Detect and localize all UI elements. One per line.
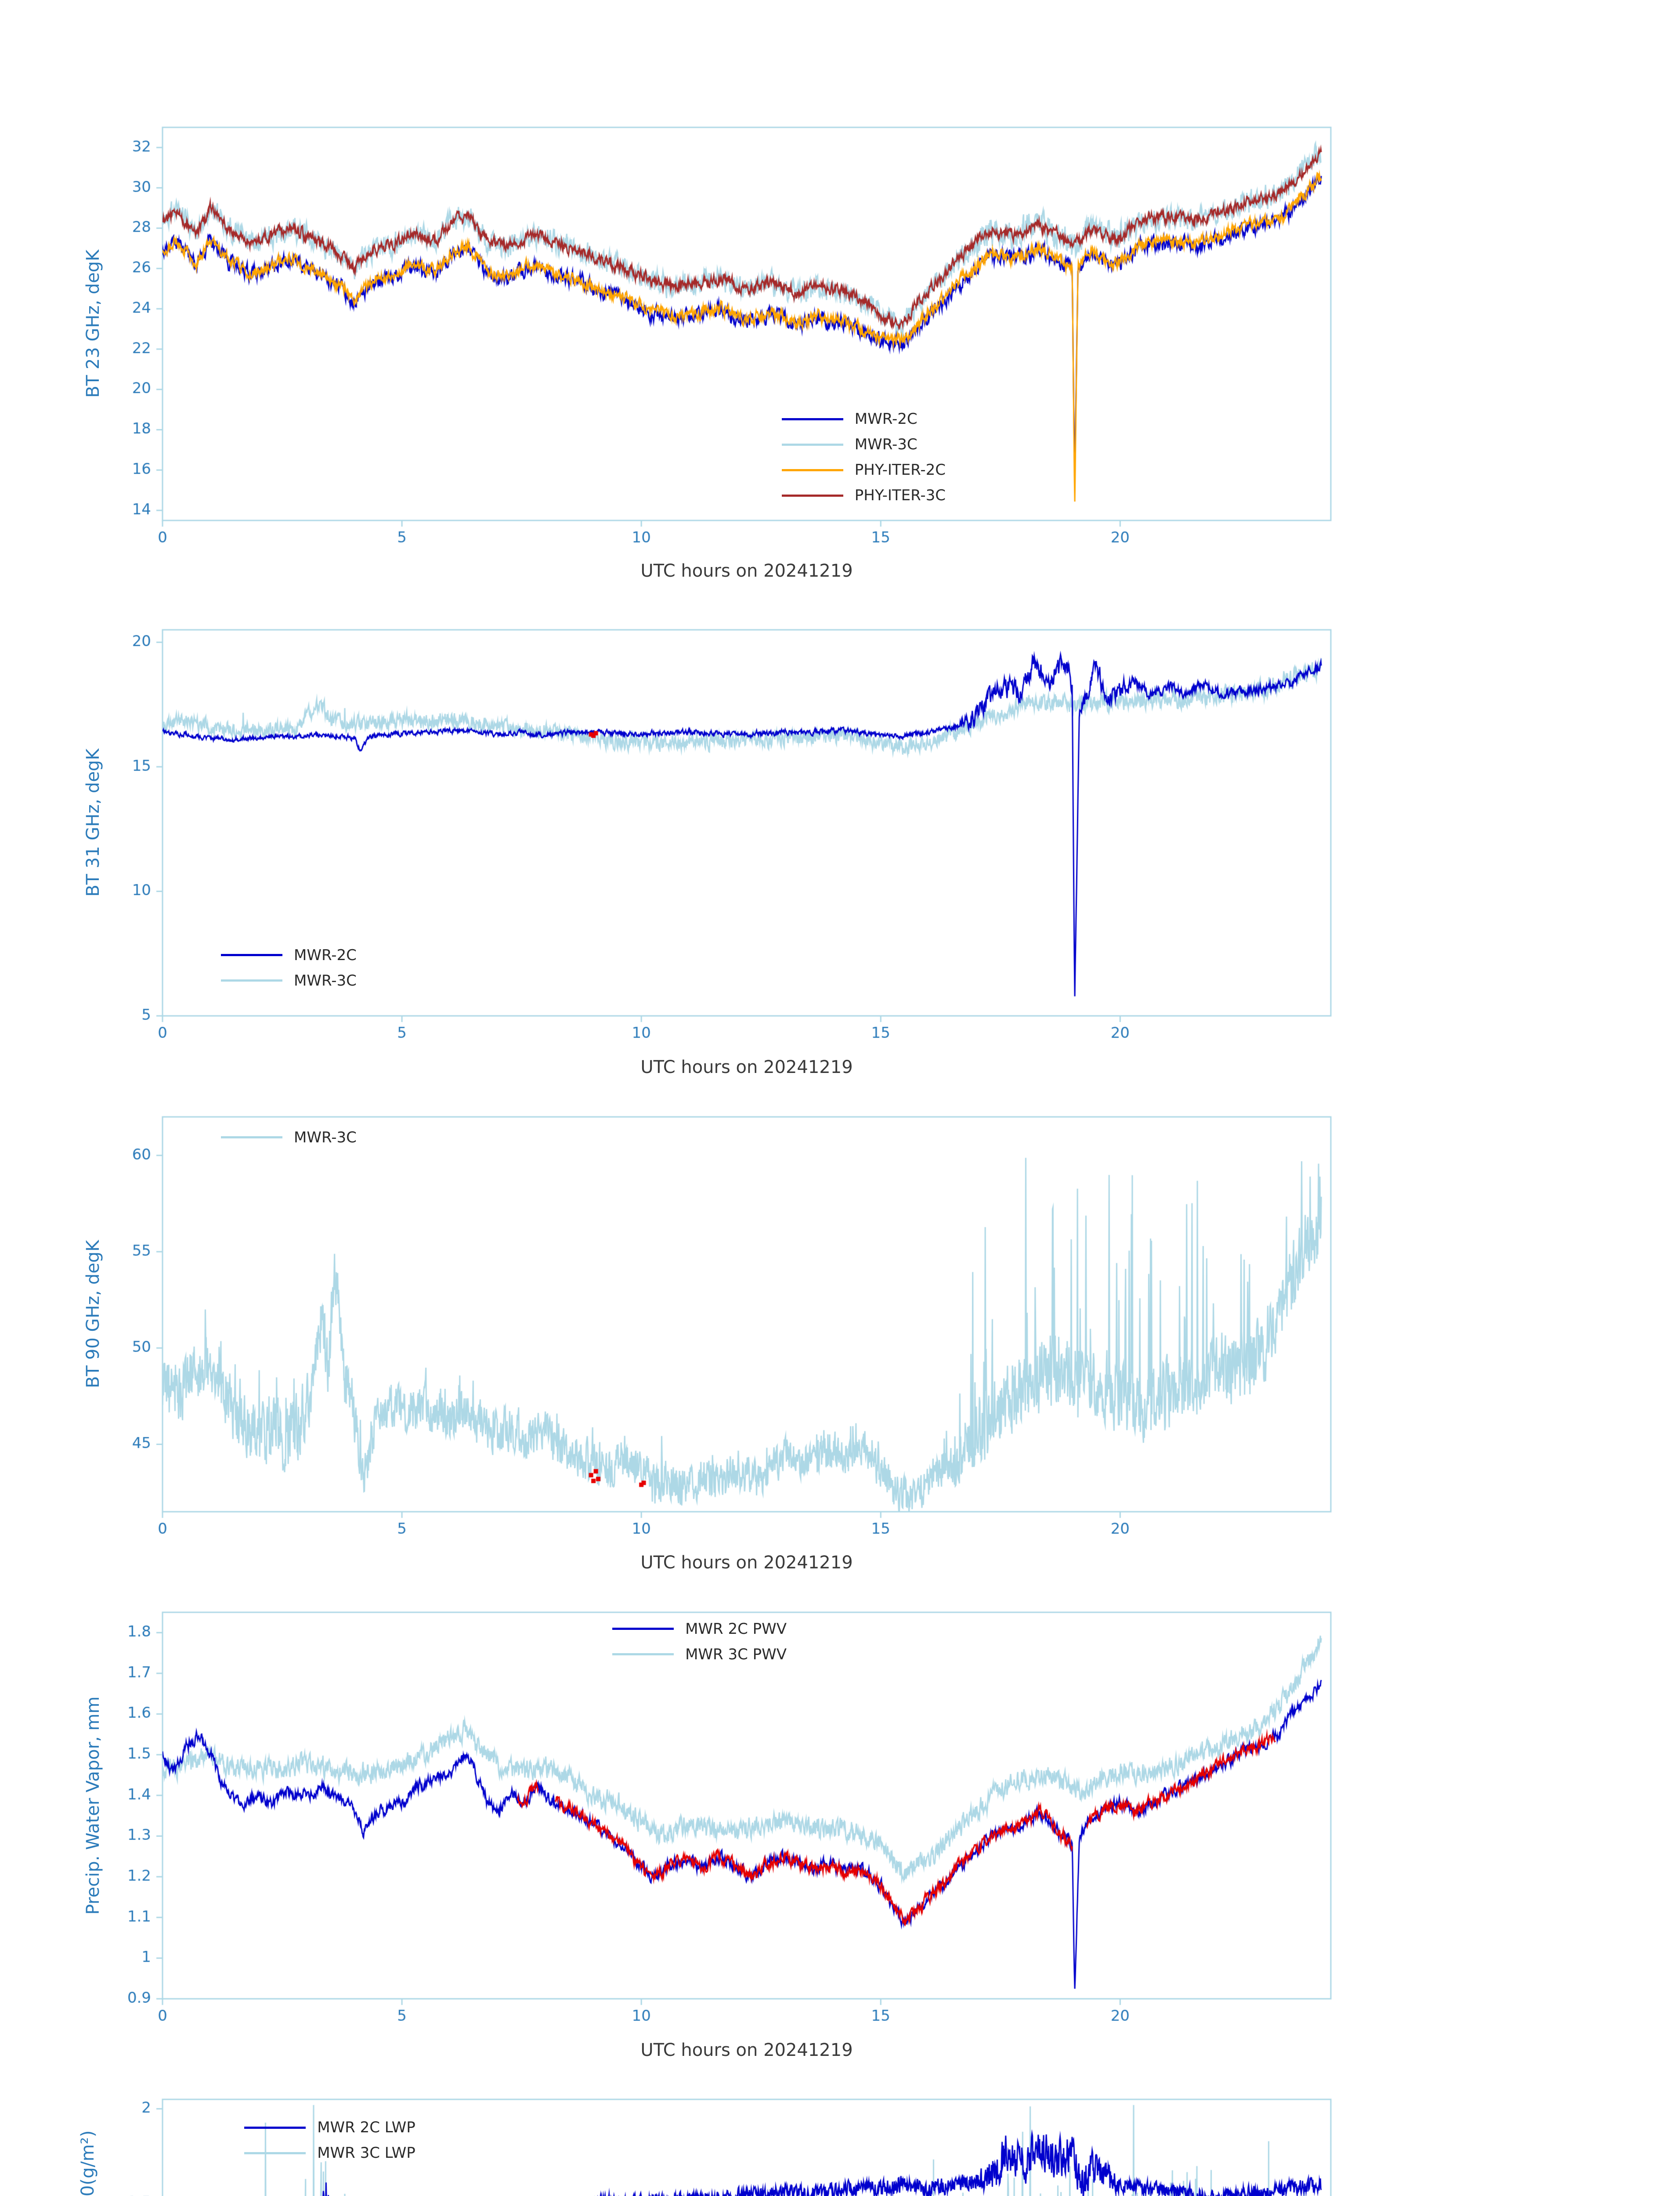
legend-label: MWR 3C PWV (685, 1645, 787, 1663)
legend-entry: MWR 2C LWP (244, 2119, 415, 2136)
y-axis-label-bt23: BT 23 GHz, degK (83, 249, 103, 398)
legend-label: MWR-3C (294, 1128, 357, 1146)
legend-label: MWR-2C (854, 410, 918, 428)
legend-label: MWR-3C (294, 972, 357, 990)
legend-swatch-mwr-3c-pwv (612, 1653, 674, 1656)
legend-entry: MWR-3C (781, 436, 946, 454)
legend-label: MWR 2C PWV (685, 1620, 787, 1638)
legend: MWR-2C MWR-3C PHY-ITER-2C PHY-ITER-3C (781, 410, 946, 505)
y-axis-label-bt31: BT 31 GHz, degK (83, 748, 103, 897)
legend-entry: MWR-2C (221, 946, 357, 964)
legend-entry: PHY-ITER-3C (781, 487, 946, 505)
legend-swatch-phy-iter-2c (781, 469, 843, 471)
legend-swatch-mwr-2c-pwv (612, 1628, 674, 1630)
legend-swatch-mwr-3c (221, 1136, 282, 1139)
legend-label: PHY-ITER-2C (854, 461, 946, 479)
legend-entry: MWR 2C PWV (612, 1620, 787, 1638)
legend-entry: MWR-3C (221, 1129, 357, 1146)
legend-label: MWR 3C LWP (317, 2144, 415, 2162)
legend-entry: PHY-ITER-2C (781, 461, 946, 479)
legend-swatch-mwr-2c-lwp (244, 2126, 306, 2129)
x-axis-label-pwv: UTC hours on 20241219 (640, 2040, 853, 2060)
x-axis-label-bt23: UTC hours on 20241219 (640, 561, 853, 581)
legend-label: MWR 2C LWP (317, 2119, 415, 2136)
legend-swatch-mwr-3c (221, 979, 282, 982)
legend-label: MWR-2C (294, 946, 357, 964)
legend-label: MWR-3C (854, 436, 918, 454)
legend-entry: MWR 3C PWV (612, 1646, 787, 1663)
x-axis-label-bt90: UTC hours on 20241219 (640, 1553, 853, 1573)
y-axis-label-pwv: Precip. Water Vapor, mm (83, 1696, 103, 1915)
legend: MWR 2C PWV MWR 3C PWV (612, 1620, 787, 1663)
legend-swatch-mwr-2c (221, 954, 282, 957)
legend-entry: MWR 3C LWP (244, 2144, 415, 2162)
legend-entry: MWR-2C (781, 410, 946, 428)
legend-swatch-mwr-3c (781, 443, 843, 446)
y-axis-label-bt90: BT 90 GHz, degK (83, 1240, 103, 1388)
y-axis-label-lwp: log10 Liquid Water Path, log10(g/m²) (78, 2130, 98, 2196)
legend-label: PHY-ITER-3C (854, 487, 946, 505)
legend: MWR 2C LWP MWR 3C LWP (244, 2119, 415, 2162)
legend: MWR-3C (221, 1129, 357, 1146)
legend: MWR-2C MWR-3C (221, 946, 357, 990)
legend-swatch-phy-iter-3c (781, 494, 843, 497)
legend-entry: MWR-3C (221, 972, 357, 990)
legend-swatch-mwr-2c (781, 418, 843, 420)
legend-swatch-mwr-3c-lwp (244, 2152, 306, 2154)
x-axis-label-bt31: UTC hours on 20241219 (640, 1057, 853, 1077)
